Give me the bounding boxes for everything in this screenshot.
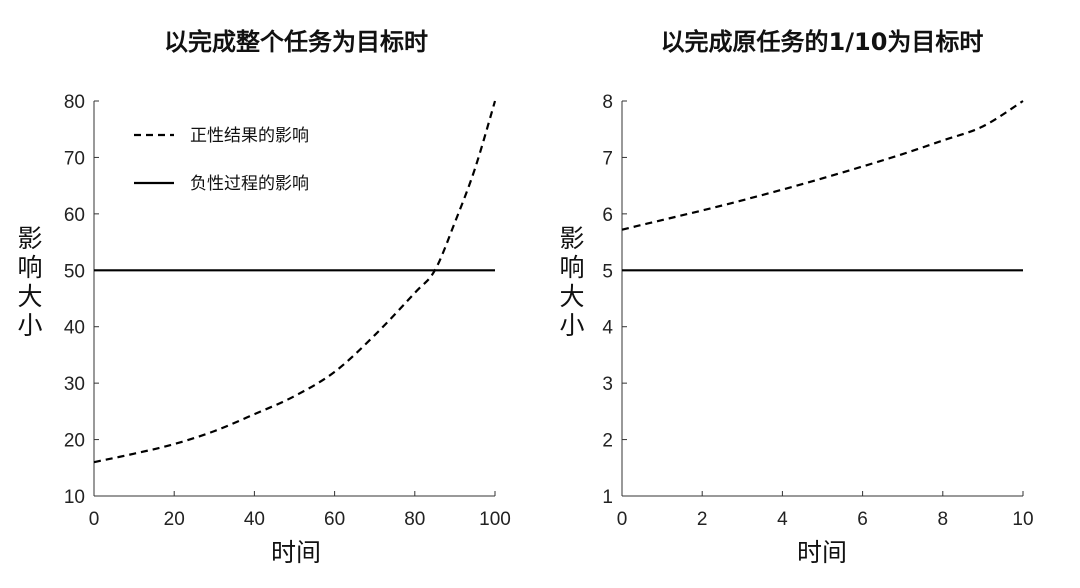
chart-left-x-axis-label: 时间 [271, 538, 321, 567]
y-tick-label: 1 [602, 487, 613, 508]
y-tick-label: 40 [64, 318, 85, 339]
y-axis-label-text: 影响大小 [17, 224, 42, 340]
chart-left-y-axis-label: 影响大小 [17, 224, 42, 340]
y-tick-label: 10 [64, 487, 85, 508]
chart-left-title: 以完成整个任务为目标时 [164, 28, 428, 56]
chart-right-title: 以完成原任务的1/10为目标时 [661, 28, 984, 56]
chart-right-series [621, 100, 1024, 272]
series-line-positive-outcome [93, 100, 497, 464]
chart-left-series [93, 100, 497, 464]
legend-label: 正性结果的影响 [190, 126, 309, 146]
x-tick-label: 40 [244, 509, 265, 530]
y-tick-label: 7 [602, 148, 613, 169]
x-tick-label: 80 [404, 509, 425, 530]
chart-right-x-axis-label: 时间 [797, 538, 847, 567]
chart-left-axes: 0 20 40 60 80 100 10 20 30 40 50 60 70 80 [64, 92, 511, 530]
y-tick-label: 8 [602, 92, 613, 113]
y-tick-label: 3 [602, 374, 613, 395]
chart-right-y-axis-label: 影响大小 [559, 224, 584, 340]
x-tick-label: 0 [89, 509, 100, 530]
y-tick-label: 50 [64, 261, 85, 282]
y-axis-label-text: 影响大小 [559, 224, 584, 340]
series-line-positive-outcome [621, 100, 1024, 231]
y-tick-label: 20 [64, 431, 85, 452]
x-tick-label: 6 [857, 509, 868, 530]
x-tick-label: 8 [938, 509, 949, 530]
chart-left: 以完成整个任务为目标时 时间 影响大小 0 20 40 60 80 100 10 20 30 40… [17, 28, 510, 567]
y-tick-label: 80 [64, 92, 85, 113]
x-tick-label: 2 [697, 509, 708, 530]
y-tick-label: 4 [602, 318, 613, 339]
x-tick-label: 20 [164, 509, 185, 530]
y-tick-label: 6 [602, 205, 613, 226]
y-tick-label: 5 [602, 261, 613, 282]
x-tick-label: 10 [1012, 509, 1033, 530]
x-tick-label: 0 [617, 509, 628, 530]
y-tick-label: 60 [64, 205, 85, 226]
y-tick-label: 2 [602, 431, 613, 452]
legend-label: 负性过程的影响 [190, 174, 309, 194]
y-tick-label: 70 [64, 148, 85, 169]
x-tick-label: 60 [324, 509, 345, 530]
x-tick-label: 100 [479, 509, 511, 530]
x-tick-label: 4 [777, 509, 788, 530]
y-tick-label: 30 [64, 374, 85, 395]
